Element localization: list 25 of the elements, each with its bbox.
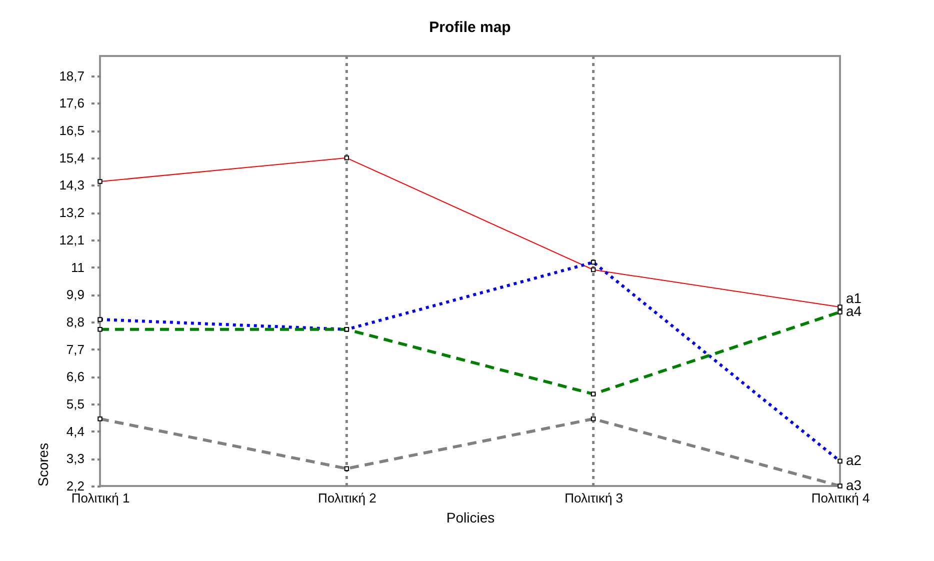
y-tick-label: 8,8 (66, 314, 84, 330)
y-tick-label: 5,5 (66, 396, 84, 412)
y-tick-label: 16,5 (59, 123, 84, 138)
x-tick-label: Πολιτική 3 (564, 490, 624, 506)
x-tick-label: Πολιτική 4 (811, 490, 870, 506)
x-axis-title: Policies (446, 510, 495, 526)
y-tick-label: 3,3 (66, 451, 84, 466)
y-tick-label: 9,9 (66, 287, 84, 302)
series-label: a2 (846, 452, 862, 468)
x-tick-label: Πολιτική 1 (71, 490, 130, 506)
y-axis-title: Scores (35, 442, 52, 486)
y-tick-label: 4,4 (66, 424, 84, 439)
y-tick-label: 13,2 (59, 205, 84, 220)
chart-title: Profile map (429, 18, 511, 36)
series-label: a3 (846, 477, 862, 493)
x-tick-label: Πολιτική 2 (318, 490, 376, 506)
y-tick-label: 15,4 (59, 150, 84, 166)
y-tick-label: 11 (71, 260, 84, 275)
y-tick-label: 12,1 (59, 232, 84, 248)
y-tick-label: 14,3 (59, 178, 84, 193)
y-tick-label: 2,2 (66, 478, 84, 494)
y-tick-label: 17,6 (59, 96, 84, 111)
y-tick-label: 7,7 (66, 342, 84, 357)
y-tick-label: 6,6 (66, 369, 84, 384)
y-tick-label: 18,7 (59, 68, 84, 84)
